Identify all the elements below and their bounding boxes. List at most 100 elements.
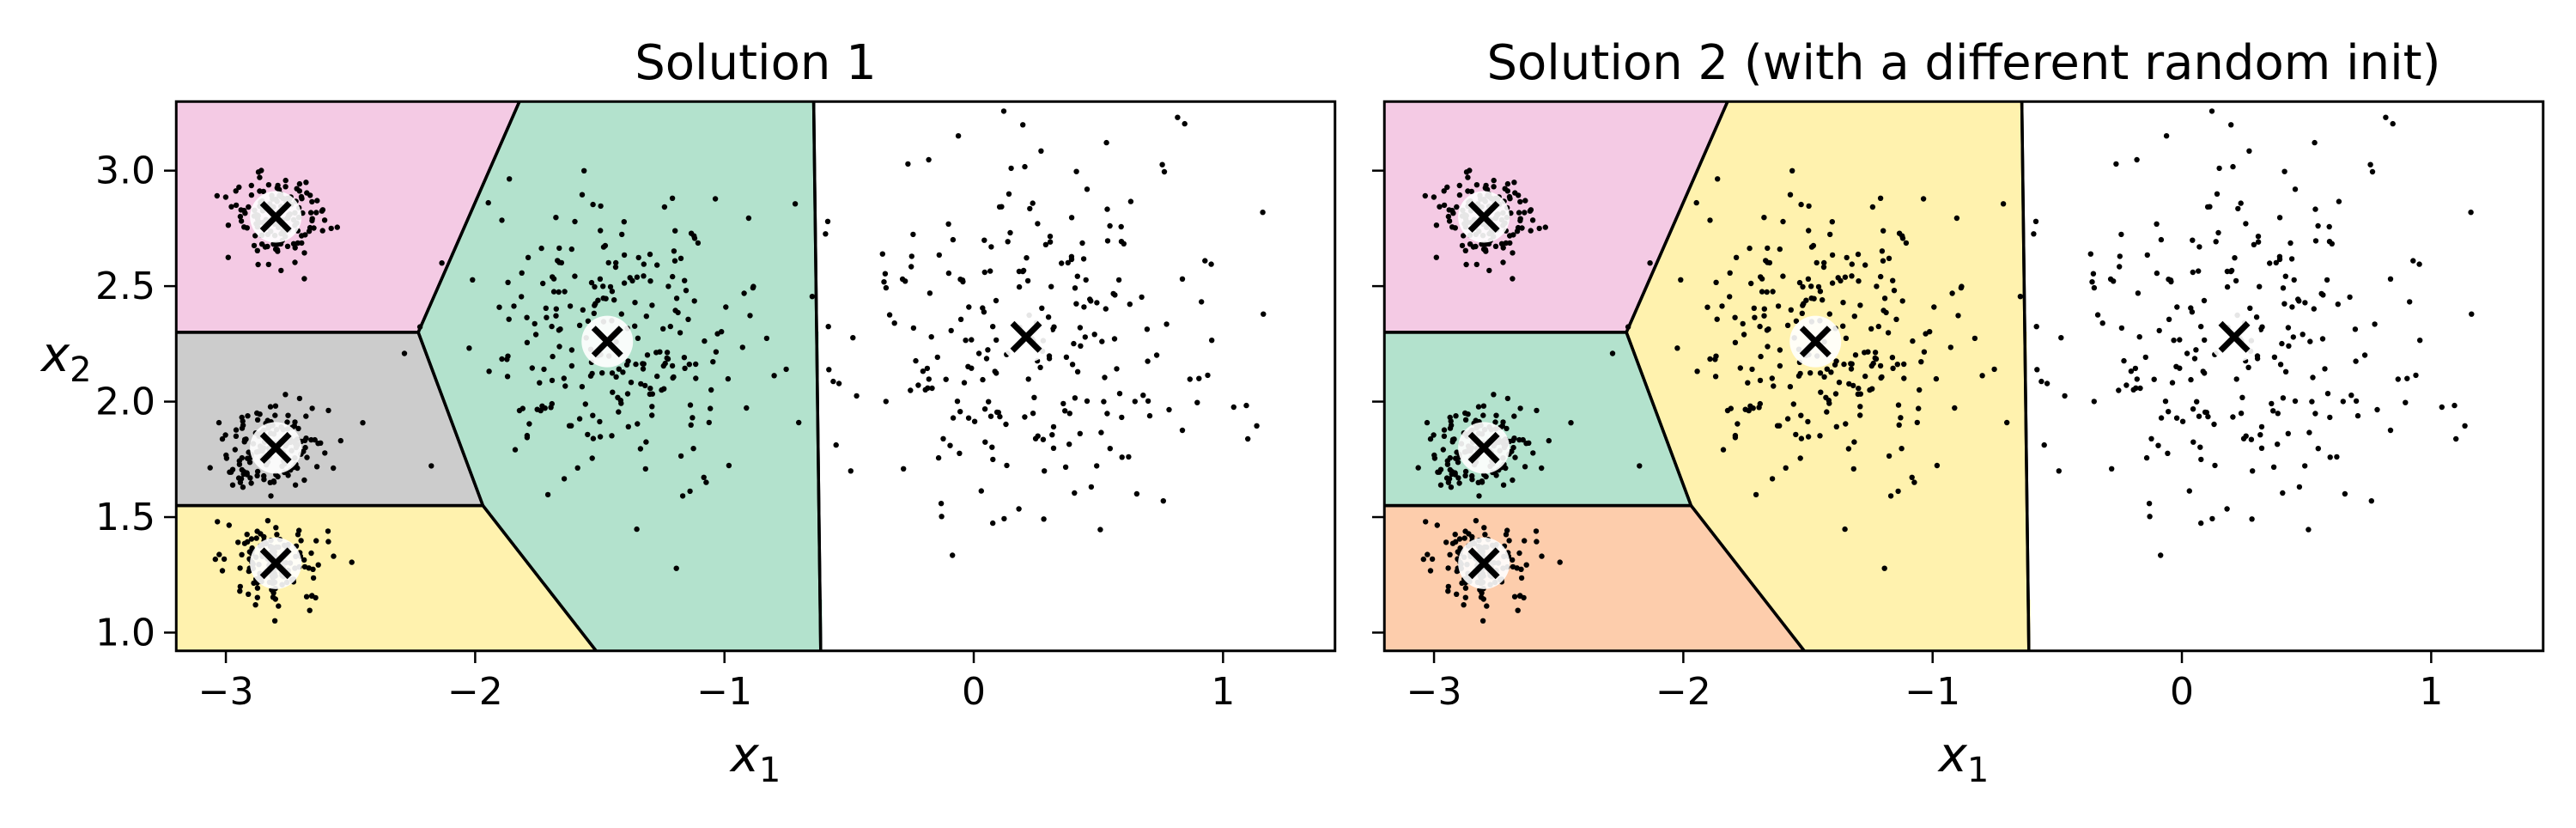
data-point (1732, 315, 1737, 320)
region-cell (1384, 184, 1691, 188)
data-point (682, 278, 687, 283)
data-point (215, 519, 220, 524)
region-cell (176, 490, 479, 494)
data-point (272, 618, 277, 624)
data-point (1852, 314, 1857, 319)
data-point (1694, 200, 1699, 205)
region-cell (492, 514, 819, 518)
data-point (252, 243, 257, 248)
data-point (550, 378, 555, 383)
data-point (629, 380, 634, 385)
data-point (591, 435, 596, 441)
region-cell (176, 115, 513, 119)
data-point (240, 415, 245, 420)
region-cell (451, 259, 816, 264)
region-cell (176, 387, 441, 391)
region-cell (1693, 177, 2024, 181)
data-point (2202, 370, 2207, 375)
region-cell (1707, 146, 2024, 150)
data-point (1777, 423, 1782, 429)
data-point (693, 375, 698, 381)
region-cell (485, 507, 819, 511)
data-point (1448, 415, 1453, 420)
data-point (719, 329, 724, 334)
data-point (580, 384, 585, 389)
data-point (580, 307, 586, 313)
data-point (2116, 387, 2121, 393)
data-point (2118, 232, 2123, 237)
data-point (1931, 304, 1936, 309)
data-point (1874, 356, 1879, 362)
data-point (1103, 306, 1109, 311)
data-point (981, 238, 987, 243)
data-point (972, 419, 977, 424)
data-point (2300, 332, 2306, 337)
data-point (1162, 169, 1167, 174)
region-cell (1384, 551, 1728, 556)
region-cell (1680, 211, 2024, 216)
data-point (1446, 584, 1451, 589)
data-point (665, 350, 670, 355)
region-cell (1384, 428, 1663, 432)
data-point (590, 455, 595, 460)
data-point (1504, 240, 1509, 246)
data-point (1038, 149, 1043, 154)
data-point (417, 324, 422, 329)
data-point (2453, 436, 2458, 441)
data-point (2119, 326, 2124, 331)
region-cell (1384, 174, 1698, 178)
region-cell (489, 167, 816, 171)
region-cell (461, 441, 819, 446)
region-cell (1384, 603, 1770, 607)
data-point (1455, 460, 1461, 465)
data-point (2152, 377, 2157, 382)
data-point (707, 420, 712, 425)
data-point (685, 317, 690, 322)
region-cell (1384, 627, 1787, 631)
data-point (1843, 421, 1848, 426)
data-point (301, 250, 307, 255)
region-cell (176, 551, 520, 556)
data-point (562, 375, 567, 381)
data-point (255, 586, 260, 591)
data-point (1519, 225, 1524, 230)
region-cell (1384, 160, 1701, 164)
region-cell (1384, 153, 1704, 157)
region-cell (465, 228, 816, 233)
data-point (1072, 285, 1078, 290)
region-cell (502, 139, 816, 143)
data-point (208, 465, 213, 470)
region-cell (1384, 510, 1698, 514)
region-cell (557, 600, 823, 604)
data-point (228, 204, 234, 210)
data-point (1465, 188, 1470, 193)
region-cell (176, 390, 441, 394)
data-point (2234, 376, 2239, 381)
data-point (349, 559, 355, 564)
region-cell (478, 493, 819, 497)
region-cell (176, 263, 448, 267)
data-point (1483, 186, 1488, 191)
data-point (2251, 242, 2257, 247)
data-point (505, 354, 510, 359)
data-point (937, 253, 942, 258)
region-cell (176, 359, 431, 363)
data-point (993, 298, 999, 303)
data-point (511, 303, 516, 308)
region-cell (176, 589, 551, 594)
data-point (580, 192, 585, 198)
region-cell (1384, 476, 1680, 480)
data-point (1777, 247, 1783, 252)
data-point (1022, 164, 1027, 169)
data-point (1139, 295, 1144, 300)
data-point (577, 416, 582, 421)
region-cell (176, 266, 448, 271)
region-cell (1384, 222, 1674, 226)
data-point (256, 169, 261, 174)
data-point (2196, 414, 2202, 419)
data-point (525, 340, 530, 345)
x-tick-label: 0 (962, 670, 986, 714)
data-point (1798, 455, 1803, 460)
data-point (293, 483, 298, 488)
